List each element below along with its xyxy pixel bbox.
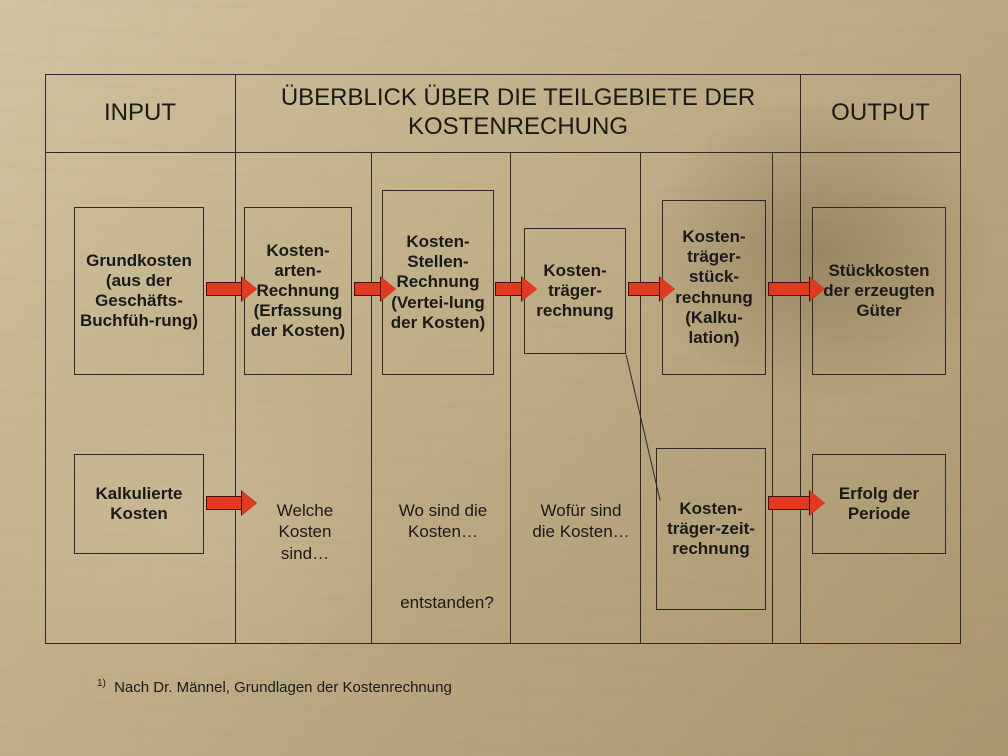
arrow-5 <box>206 492 258 514</box>
header-title: ÜBERBLICK ÜBER DIE TEILGEBIETE DER KOSTE… <box>237 74 799 152</box>
caption-welche-text: Welche Kosten sind… <box>277 501 333 563</box>
box-traegerstueck: Kosten-träger-stück-rechnung (Kalku-lati… <box>662 200 766 375</box>
caption-wofuer-text: Wofür sind die Kosten… <box>532 501 629 541</box>
box-traegerzeit-text: Kosten-träger-zeit-rechnung <box>659 499 763 559</box>
arrow-6 <box>768 492 826 514</box>
box-stueckkosten-text: Stückkosten der erzeugten Güter <box>815 261 943 321</box>
caption-wo: Wo sind die Kosten… <box>394 500 492 543</box>
box-kostenarten-text: Kosten-arten-Rechnung (Erfassung der Kos… <box>247 241 349 341</box>
header-title-text: ÜBERBLICK ÜBER DIE TEILGEBIETE DER KOSTE… <box>237 84 799 142</box>
box-grundkosten: Grundkosten (aus der Geschäfts-Buchfüh-r… <box>74 207 204 375</box>
arrow-shaft <box>206 496 242 510</box>
box-kostentraeger: Kosten-träger-rechnung <box>524 228 626 354</box>
arrow-head <box>810 277 825 301</box>
arrow-head <box>242 491 257 515</box>
arrow-shaft <box>628 282 660 296</box>
arrow-shaft <box>768 282 810 296</box>
arrow-shaft <box>495 282 522 296</box>
arrow-shaft <box>354 282 381 296</box>
box-kostenstellen: Kosten-Stellen-Rechnung (Vertei-lung der… <box>382 190 494 375</box>
box-kostenarten: Kosten-arten-Rechnung (Erfassung der Kos… <box>244 207 352 375</box>
header-output: OUTPUT <box>800 74 961 152</box>
arrow-head <box>660 277 675 301</box>
caption-entstanden-text: entstanden? <box>400 593 494 612</box>
arrow-head <box>810 491 825 515</box>
box-kalkulierte: Kalkulierte Kosten <box>74 454 204 554</box>
vline-2 <box>371 152 372 644</box>
arrow-2 <box>495 278 538 300</box>
header-input: INPUT <box>45 74 235 152</box>
caption-wo-text: Wo sind die Kosten… <box>399 501 488 541</box>
caption-wofuer: Wofür sind die Kosten… <box>532 500 630 543</box>
vline-6 <box>800 74 801 644</box>
vline-4 <box>640 152 641 644</box>
header-input-label: INPUT <box>104 99 176 127</box>
arrow-head <box>381 277 396 301</box>
arrow-head <box>522 277 537 301</box>
box-traegerzeit: Kosten-träger-zeit-rechnung <box>656 448 766 610</box>
arrow-1 <box>354 278 397 300</box>
arrow-shaft <box>768 496 810 510</box>
header-divider <box>45 152 961 153</box>
vline-1 <box>235 74 236 644</box>
header-output-label: OUTPUT <box>831 99 930 127</box>
box-kostenstellen-text: Kosten-Stellen-Rechnung (Vertei-lung der… <box>385 232 491 332</box>
footnote-text: Nach Dr. Männel, Grundlagen der Kostenre… <box>114 679 452 696</box>
box-traegerstueck-text: Kosten-träger-stück-rechnung (Kalku-lati… <box>665 227 763 347</box>
box-kostentraeger-text: Kosten-träger-rechnung <box>527 261 623 321</box>
arrow-4 <box>768 278 826 300</box>
arrow-shaft <box>206 282 242 296</box>
footnote-marker: 1) <box>97 678 106 689</box>
box-erfolg: Erfolg der Periode <box>812 454 946 554</box>
slide: INPUT ÜBERBLICK ÜBER DIE TEILGEBIETE DER… <box>0 0 1008 756</box>
box-stueckkosten: Stückkosten der erzeugten Güter <box>812 207 946 375</box>
footnote: 1) Nach Dr. Männel, Grundlagen der Koste… <box>97 678 452 696</box>
box-kalkulierte-text: Kalkulierte Kosten <box>77 484 201 524</box>
arrow-3 <box>628 278 676 300</box>
arrow-0 <box>206 278 258 300</box>
box-grundkosten-text: Grundkosten (aus der Geschäfts-Buchfüh-r… <box>77 251 201 331</box>
box-erfolg-text: Erfolg der Periode <box>815 484 943 524</box>
caption-entstanden: entstanden? <box>392 592 502 613</box>
arrow-head <box>242 277 257 301</box>
caption-welche: Welche Kosten sind… <box>256 500 354 564</box>
vline-5 <box>772 152 773 644</box>
vline-3 <box>510 152 511 644</box>
